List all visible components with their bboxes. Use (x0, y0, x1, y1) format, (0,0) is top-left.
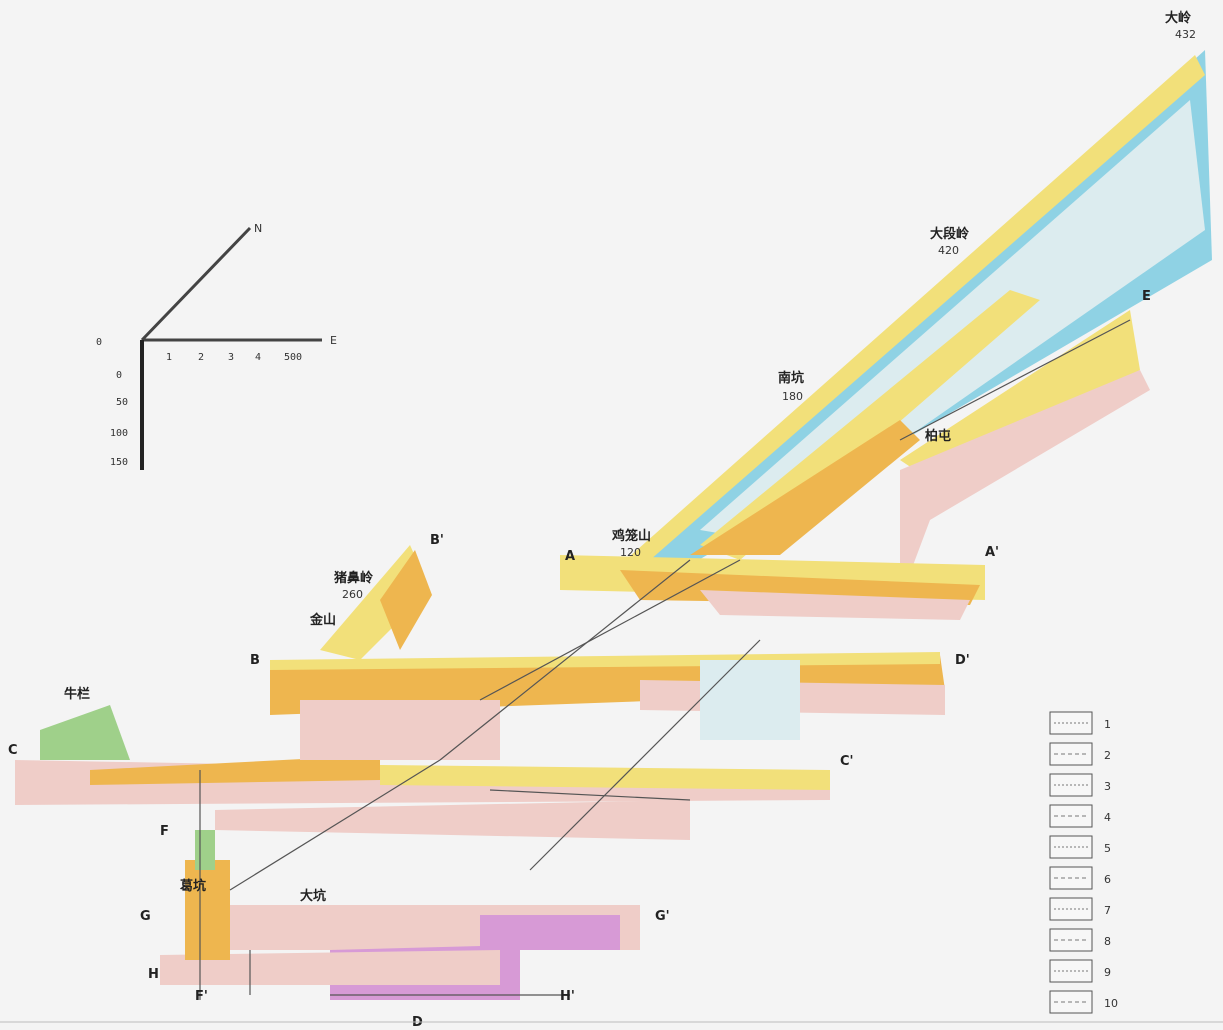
yellow-top-stratum (620, 55, 1205, 565)
fence-panel-northeast (620, 50, 1212, 565)
place-label-3: 南坑 (778, 370, 804, 386)
legend-label: 4 (1104, 811, 1111, 824)
compass-rose: N E 0 1 2 3 4 500 0 50 100 150 (96, 222, 337, 470)
legend-label: 7 (1104, 904, 1111, 917)
fence-panel-east (900, 310, 1150, 600)
scale-tick-2: 2 (198, 352, 204, 363)
legend-label: 6 (1104, 873, 1111, 886)
east-label: E (330, 334, 337, 347)
place-label-9: 葛坑 (179, 878, 206, 894)
depth-tick-2: 100 (110, 428, 128, 439)
marker-B-prime: B' (430, 533, 444, 548)
legend-label: 3 (1104, 780, 1111, 793)
depth-tick-3: 150 (110, 457, 128, 468)
scale-tick-4: 4 (255, 352, 261, 363)
place-label-8: 牛栏 (64, 686, 90, 702)
legend-label: 2 (1104, 749, 1111, 762)
legend: 1 2 3 4 5 6 7 8 9 10 (1049, 711, 1118, 1014)
marker-D-prime: D' (955, 653, 970, 668)
marker-C: C (8, 743, 18, 758)
marker-B: B (250, 653, 260, 668)
place-elev-3: 180 (782, 390, 803, 403)
place-label-1: 大岭 (1165, 10, 1191, 26)
pink-G-lower (160, 950, 500, 985)
section-E (560, 555, 985, 620)
pink-E-stratum (700, 590, 970, 620)
orange-F-stratum (185, 860, 230, 960)
place-labels: 大岭 432 大段岭 420 南坑 180 柏屯 鸡笼山 120 猪鼻岭 260… (64, 10, 1196, 904)
scale-tick-5: 500 (284, 352, 302, 363)
orange-wedge (690, 420, 920, 555)
depth-tick-0: 0 (116, 370, 122, 381)
north-label: N (254, 222, 262, 235)
yellow-C-stratum (380, 765, 830, 790)
yellow-east-stratum (900, 310, 1140, 480)
marker-G-prime: G' (655, 909, 670, 924)
marker-A-prime: A' (985, 545, 999, 560)
depth-tick-1: 50 (116, 397, 128, 408)
north-axis (140, 226, 252, 342)
light-D-stratum (700, 660, 800, 740)
marker-H-prime: H' (560, 989, 575, 1004)
marker-C-prime: C' (840, 754, 854, 769)
place-label-2: 大段岭 (930, 226, 969, 242)
scale-tick-1: 1 (166, 352, 172, 363)
marker-H: H (148, 967, 159, 982)
light-blue-stratum (700, 100, 1205, 540)
place-label-7: 金山 (309, 612, 336, 628)
marker-F-prime: F' (195, 989, 208, 1004)
marker-A: A (565, 549, 575, 564)
legend-label: 10 (1104, 997, 1118, 1010)
place-label-5: 鸡笼山 (611, 528, 651, 544)
well-F (185, 830, 230, 960)
orange-NW-stratum (380, 550, 432, 650)
scale-tick-0: 0 (96, 337, 102, 348)
place-elev-1: 432 (1175, 28, 1196, 41)
place-label-6: 猪鼻岭 (333, 570, 373, 586)
legend-label: 8 (1104, 935, 1111, 948)
purple-G-stratum (480, 915, 620, 950)
legend-label: 5 (1104, 842, 1111, 855)
pink-lower-stratum (215, 800, 690, 840)
place-elev-2: 420 (938, 244, 959, 257)
scale-tick-3: 3 (228, 352, 234, 363)
marker-E: E (1142, 289, 1151, 304)
fence-lines (199, 319, 1131, 1000)
marker-G: G (140, 909, 151, 924)
marker-F: F (160, 824, 169, 839)
place-elev-6: 260 (342, 588, 363, 601)
place-elev-5: 120 (620, 546, 641, 559)
green-F-stratum (195, 830, 215, 870)
section-C (15, 705, 830, 805)
orange-C-stratum (90, 755, 380, 785)
place-label-4: 柏屯 (925, 428, 951, 444)
legend-label: 1 (1104, 718, 1111, 731)
pink-east-stratum (900, 370, 1150, 600)
green-C-outcrop (40, 705, 130, 760)
pink-mid-stratum (300, 700, 500, 760)
yellow-band-mid (700, 290, 1040, 560)
fence-panel-northwest (320, 545, 432, 660)
section-G (160, 905, 640, 1000)
section-lower (215, 700, 690, 840)
legend-label: 9 (1104, 966, 1111, 979)
place-label-10: 大坑 (300, 888, 326, 904)
